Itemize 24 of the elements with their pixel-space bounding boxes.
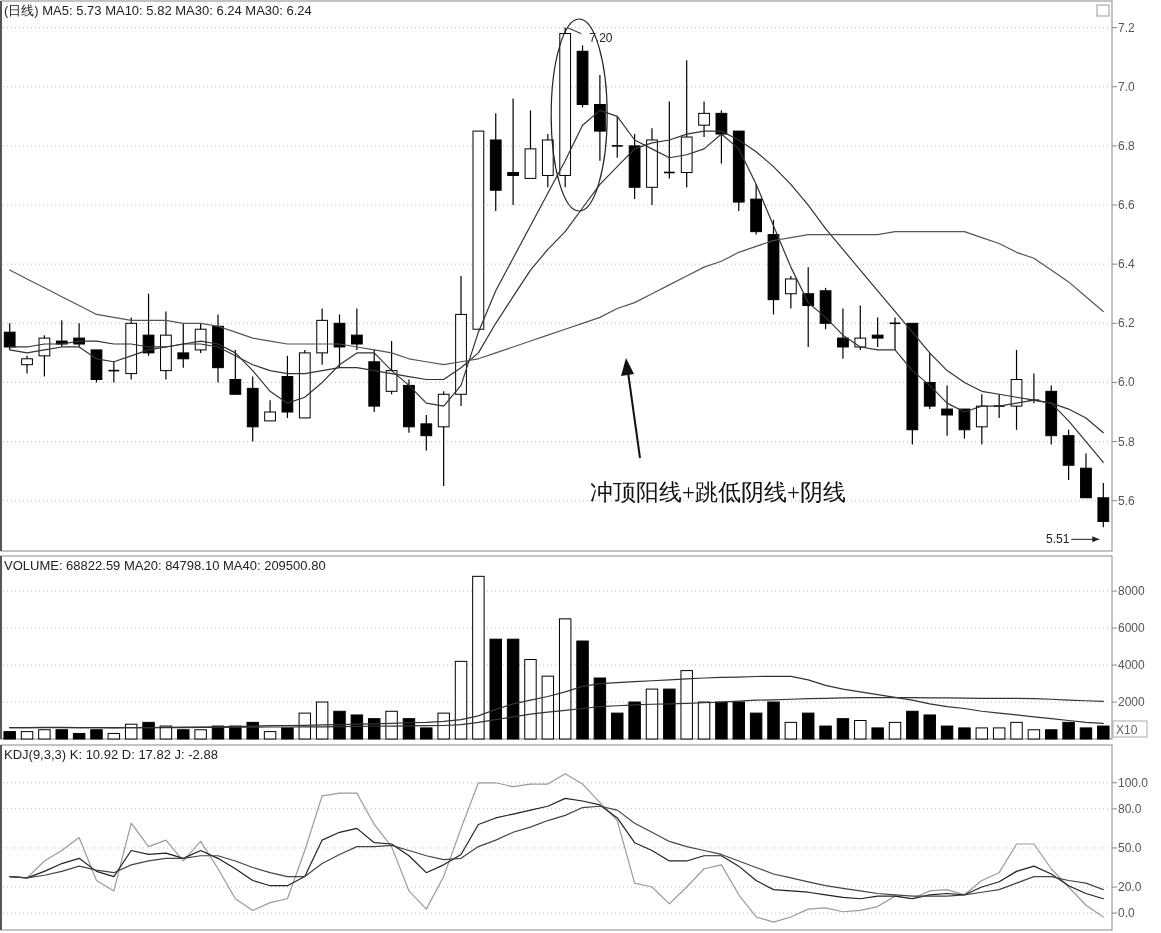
y-tick-label: 7.0: [1118, 79, 1136, 94]
y-tick-label: 2000: [1118, 695, 1146, 710]
y-tick-label: 6.6: [1118, 198, 1136, 213]
y-tick-label: 6.4: [1118, 257, 1136, 272]
y-tick-label: 50.0: [1118, 840, 1142, 855]
y-tick-label: 80.0: [1118, 801, 1142, 816]
y-tick-label: 6.2: [1118, 316, 1136, 331]
chart-title: KDJ(9,3,3) K: 10.92 D: 17.82 J: -2.88: [4, 747, 218, 762]
y-tick-label: 5.8: [1118, 434, 1136, 449]
annotation: 冲顶阳线+跳低阴线+阴线: [590, 480, 846, 505]
y-tick-label: 6000: [1118, 621, 1146, 636]
annotation: 5.51: [1045, 532, 1070, 547]
chart-title: (日线) MA5: 5.73 MA10: 5.82 MA30: 6.24 MA30: 6.24: [4, 3, 312, 18]
y-tick-label: 6.0: [1118, 375, 1136, 390]
y-tick-label: 100.0: [1118, 775, 1149, 790]
chart-title: VOLUME: 68822.59 MA20: 84798.10 MA40: 209500.80: [4, 558, 326, 573]
y-tick-label: 7.2: [1118, 20, 1136, 35]
text: X10: [1116, 723, 1138, 737]
y-tick-label: 6.8: [1118, 138, 1136, 153]
y-tick-label: 20.0: [1118, 880, 1142, 895]
y-tick-label: 8000: [1118, 584, 1146, 599]
y-tick-label: 4000: [1118, 658, 1146, 673]
y-tick-label: 5.6: [1118, 493, 1136, 508]
y-tick-label: 0.0: [1118, 906, 1136, 921]
